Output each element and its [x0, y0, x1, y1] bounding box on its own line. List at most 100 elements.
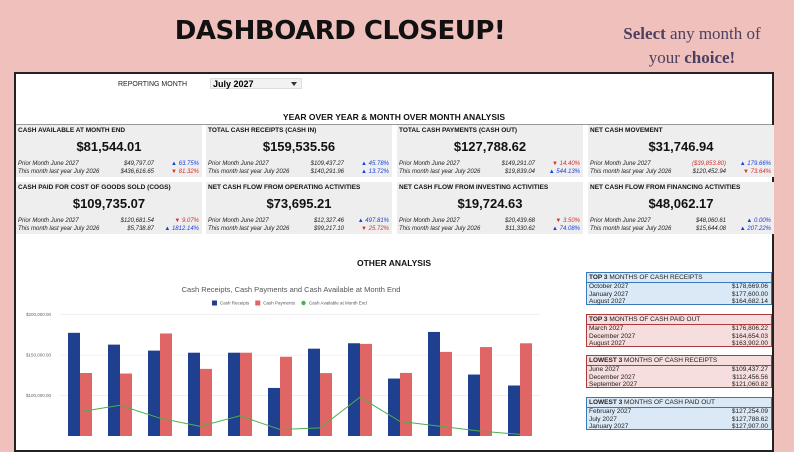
legend-swatch [212, 300, 217, 306]
kpi-card: CASH PAID FOR COST OF GOODS SOLD (COGS) $… [16, 182, 202, 234]
chart: Cash Receipts, Cash Payments and Cash Av… [26, 285, 540, 436]
ranking-month: July 2027 [589, 415, 617, 423]
ranking-value: $112,456.56 [732, 373, 768, 381]
ranking-value: $127,788.62 [731, 415, 768, 423]
ranking-row: January 2027 $127,907.00 [587, 423, 771, 431]
compare-label: This month last year July 2026 [399, 226, 481, 232]
bar [480, 347, 492, 436]
bar [80, 373, 92, 436]
kpi-title: NET CASH FLOW FROM OPERATING ACTIVITIES [208, 184, 361, 191]
ranking-row: March 2027 $176,806.22 [587, 325, 771, 333]
bar [108, 344, 120, 436]
kpi-value: $81,544.01 [76, 139, 142, 154]
tagline-strong: Select [623, 24, 666, 43]
change: ▲ 544.13% [548, 169, 580, 175]
ranking-rank: TOP 3 [589, 274, 608, 281]
ranking-month: June 2027 [589, 366, 620, 373]
ranking-box: LOWEST 3 MONTHS OF CASH RECEIPTS June 202… [586, 355, 772, 388]
bar [468, 374, 480, 436]
kpi-title: NET CASH FLOW FROM INVESTING ACTIVITIES [399, 184, 549, 191]
kpi-card: TOTAL CASH RECEIPTS (CASH IN) $159,535.56… [206, 125, 392, 177]
section-title: YEAR OVER YEAR & MONTH OVER MONTH ANALYS… [16, 112, 772, 125]
y-tick-label: $200,000.00 [26, 312, 52, 317]
tagline-text: your [648, 48, 680, 67]
kpi-value: $73,695.21 [266, 196, 332, 211]
compare-value: $19,839.04 [504, 169, 535, 175]
ranking-row: January 2027 $177,600.00 [587, 291, 771, 299]
compare-label: This month last year July 2026 [208, 226, 290, 232]
bar [268, 387, 280, 436]
change: ▲ 497.81% [357, 218, 389, 224]
ranking-box: TOP 3 MONTHS OF CASH PAID OUT March 2027 $… [586, 314, 772, 347]
kpi-value: $127,788.62 [453, 139, 527, 154]
ranking-row: August 2027 $163,902.00 [587, 340, 771, 348]
ranking-value: $127,254.09 [731, 408, 768, 415]
change: ▼ 9.07% [174, 218, 199, 224]
bar [440, 351, 452, 436]
month-value[interactable]: July 2027 [213, 79, 254, 89]
ranking-value: $164,682.14 [731, 298, 768, 305]
compare-value: $48,060.61 [695, 218, 726, 224]
compare-value: $11,330.62 [505, 226, 535, 232]
kpi-card: NET CASH MOVEMENT $31,746.94 Prior Month J… [588, 125, 774, 177]
kpi-value: $109,735.07 [72, 196, 146, 211]
change: ▲ 0.00% [746, 218, 771, 224]
compare-label: Prior Month June 2027 [208, 218, 269, 224]
legend-swatch [301, 300, 306, 306]
compare-value: $99,217.10 [313, 226, 344, 232]
compare-value: $109,437.27 [310, 161, 344, 167]
compare-value: $140,291.96 [310, 169, 344, 175]
ranking-month: October 2027 [589, 283, 629, 290]
ranking-row: October 2027 $178,669.06 [587, 283, 771, 291]
kpi-card: CASH AVAILABLE AT MONTH END $81,544.01 Pri… [16, 125, 202, 177]
ranking-month: December 2027 [589, 373, 636, 381]
change: ▲ 13.72% [361, 169, 389, 175]
ranking-month: January 2027 [589, 290, 629, 298]
ranking-row: September 2027 $121,060.82 [587, 381, 771, 389]
ranking-box: TOP 3 MONTHS OF CASH RECEIPTS October 202… [586, 272, 772, 305]
kpi-card: NET CASH FLOW FROM INVESTING ACTIVITIES $… [397, 182, 583, 234]
compare-value: $15,644.08 [695, 226, 726, 232]
ranking-value: $178,669.06 [731, 283, 768, 290]
ranking-value: $164,654.03 [731, 332, 768, 340]
ranking-month: December 2027 [589, 332, 636, 340]
ranking-title: MONTHS OF CASH RECEIPTS [624, 357, 718, 364]
ranking-title: MONTHS OF CASH PAID OUT [609, 316, 701, 323]
bar [188, 352, 200, 436]
month-dropdown[interactable]: July 2027 [210, 78, 302, 89]
ranking-header: LOWEST 3 MONTHS OF CASH RECEIPTS [587, 356, 771, 366]
legend-label: Cash Receipts [220, 300, 250, 305]
ranking-row: June 2027 $109,437.27 [587, 366, 771, 374]
compare-label: Prior Month June 2027 [590, 161, 651, 167]
ranking-month: August 2027 [589, 340, 626, 347]
bar [68, 332, 80, 436]
bar [520, 343, 532, 436]
ranking-row: February 2027 $127,254.09 [587, 408, 771, 416]
reporting-month-label: REPORTING MONTH [118, 81, 188, 88]
ranking-value: $127,907.00 [731, 423, 768, 430]
kpi-card: TOTAL CASH PAYMENTS (CASH OUT) $127,788.6… [397, 125, 583, 177]
change: ▼ 14.40% [552, 161, 580, 167]
ranking-value: $121,060.82 [731, 381, 768, 388]
compare-value: $120,452.94 [692, 169, 726, 175]
ranking-rank: LOWEST 3 [589, 357, 623, 364]
tagline-text: any month of [670, 24, 761, 43]
section-title: OTHER ANALYSIS [357, 258, 431, 268]
compare-label: This month last year July 2026 [590, 226, 672, 232]
bar [388, 378, 400, 436]
ranking-row: July 2027 $127,788.62 [587, 416, 771, 424]
change: ▼ 81.32% [171, 169, 199, 175]
compare-label: Prior Month June 2027 [208, 161, 269, 167]
legend-label: Cash Payments [263, 300, 296, 305]
ranking-month: March 2027 [589, 325, 624, 332]
kpi-value: $159,535.56 [262, 139, 336, 154]
change: ▲ 207.22% [739, 226, 771, 232]
bar [400, 372, 412, 436]
compare-label: This month last year July 2026 [399, 169, 481, 175]
bar [148, 350, 160, 436]
tagline-strong: choice! [684, 48, 736, 67]
compare-value: $120,681.54 [120, 218, 154, 224]
legend-label: Cash Available at Month End [309, 300, 367, 305]
kpi-title: TOTAL CASH RECEIPTS (CASH IN) [208, 127, 317, 134]
ranking-header: TOP 3 MONTHS OF CASH RECEIPTS [587, 273, 771, 283]
